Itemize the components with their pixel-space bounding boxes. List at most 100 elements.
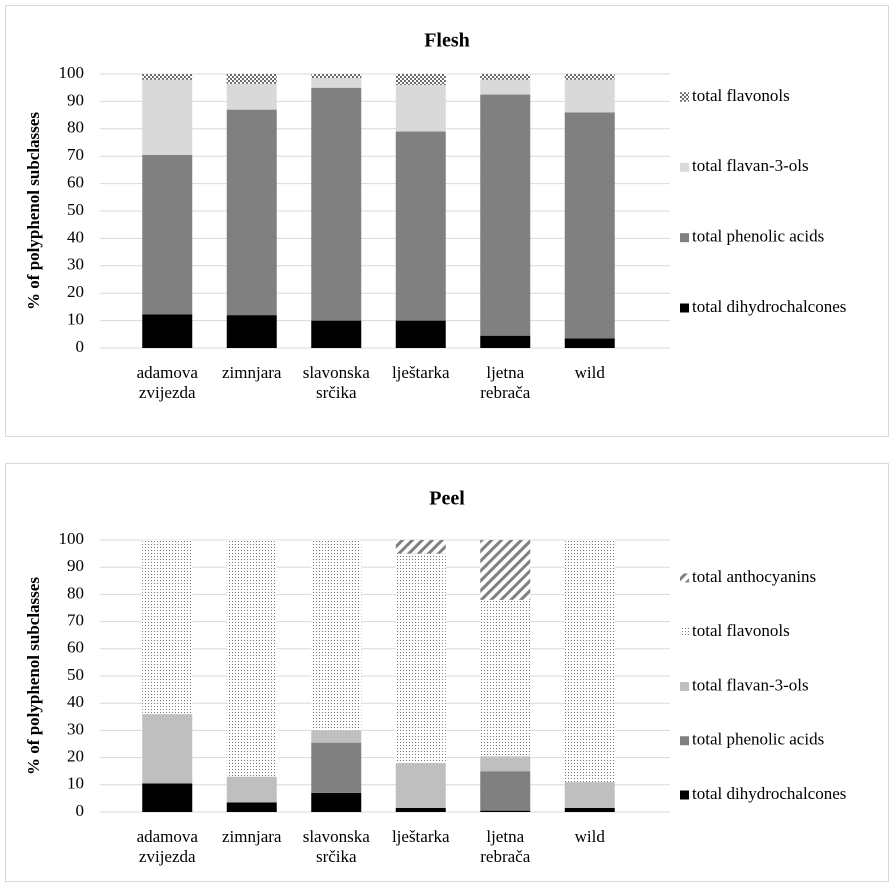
y-tick-label: 80 (67, 583, 84, 602)
bar-segment (226, 315, 277, 348)
bar-segment (142, 540, 193, 715)
y-tick-label: 40 (67, 692, 84, 711)
y-tick-label: 50 (67, 200, 84, 219)
legend-swatch (680, 682, 689, 691)
x-tick-label: slavonska srčika (303, 827, 371, 866)
y-tick-label: 80 (67, 118, 84, 137)
bar-segment (311, 792, 362, 812)
x-tick-label: slavonska srčika (303, 363, 371, 402)
y-tick-label: 30 (67, 719, 84, 738)
legend-swatch (680, 790, 689, 800)
y-axis-title: % of polyphenol subclasses (24, 577, 43, 775)
y-tick-label: 10 (67, 310, 84, 329)
legend-label: total dihydrochalcones (692, 784, 846, 803)
y-tick-label: 90 (67, 90, 84, 109)
y-tick-label: 0 (76, 801, 85, 820)
x-tick-label: wild (575, 827, 606, 846)
bar-segment (564, 540, 615, 783)
bar-segment (395, 763, 446, 808)
x-tick-label: ljetna rebrača (480, 363, 530, 402)
y-tick-label: 40 (67, 227, 84, 246)
bar-segment (564, 807, 615, 812)
y-tick-label: 20 (67, 747, 84, 766)
bar-segment (142, 79, 193, 155)
bar-segment (142, 154, 193, 315)
bar-segment (311, 87, 362, 321)
x-tick-label: adamova zvijezda (137, 827, 199, 866)
y-tick-label: 70 (67, 611, 84, 630)
legend-swatch (680, 736, 689, 746)
bar-segment (311, 74, 362, 79)
legend-swatch (680, 627, 689, 637)
bar-segment (395, 807, 446, 812)
legend-swatch (680, 303, 689, 313)
legend-label: total anthocyanins (692, 567, 816, 586)
x-tick-label: wild (575, 363, 606, 382)
bar-segment (226, 109, 277, 316)
y-tick-label: 10 (67, 774, 84, 793)
bar-segment (226, 83, 277, 110)
legend-label: total phenolic acids (692, 730, 824, 749)
y-tick-label: 0 (76, 337, 85, 356)
bar-segment (480, 79, 531, 95)
bar-segment (480, 74, 531, 80)
bar-segment (564, 112, 615, 339)
panel (5, 463, 889, 882)
y-tick-label: 100 (59, 529, 85, 548)
bar-segment (395, 553, 446, 764)
x-tick-label: lještarka (392, 363, 450, 382)
legend-swatch (680, 162, 689, 172)
bar-segment (395, 74, 446, 85)
bar-segment (564, 338, 615, 348)
y-tick-label: 70 (67, 145, 84, 164)
bar-segment (395, 320, 446, 348)
y-axis-title: % of polyphenol subclasses (24, 112, 43, 310)
bar-segment (480, 771, 531, 811)
x-tick-label: zimnjara (222, 827, 282, 846)
bar-segment (226, 776, 277, 803)
bar-segment (142, 714, 193, 784)
legend-label: total flavan-3-ols (692, 675, 809, 694)
bar-segment (311, 540, 362, 731)
legend-swatch (680, 573, 689, 583)
bar-segment (142, 783, 193, 812)
y-tick-label: 60 (67, 638, 84, 657)
x-tick-label: lještarka (392, 827, 450, 846)
legend-label: total dihydrochalcones (692, 297, 846, 316)
bar-segment (480, 94, 531, 336)
y-tick-label: 30 (67, 255, 84, 274)
y-tick-label: 100 (59, 63, 85, 82)
legend-label: total flavonols (692, 621, 790, 640)
x-tick-label: zimnjara (222, 363, 282, 382)
y-tick-label: 90 (67, 556, 84, 575)
bar-segment (311, 742, 362, 793)
bar-segment (395, 540, 446, 554)
bar-segment (480, 599, 531, 757)
bar-segment (226, 802, 277, 812)
chart-title: Peel (429, 488, 465, 510)
bar-segment (480, 756, 531, 772)
y-tick-label: 20 (67, 282, 84, 301)
bar-segment (395, 84, 446, 132)
bar-segment (564, 74, 615, 80)
legend-label: total phenolic acids (692, 227, 824, 246)
bar-segment (311, 730, 362, 743)
y-tick-label: 60 (67, 173, 84, 192)
y-tick-label: 50 (67, 665, 84, 684)
bar-segment (480, 335, 531, 348)
legend-label: total flavan-3-ols (692, 156, 809, 175)
bar-segment (142, 74, 193, 80)
x-tick-label: ljetna rebrača (480, 827, 530, 866)
bar-segment (311, 78, 362, 88)
legend-label: total flavonols (692, 86, 790, 105)
bar-segment (480, 810, 531, 812)
x-tick-label: adamova zvijezda (137, 363, 199, 402)
bar-segment (564, 782, 615, 808)
bar-segment (226, 540, 277, 777)
bar-segment (564, 79, 615, 113)
bar-segment (142, 314, 193, 348)
legend-swatch (680, 233, 689, 243)
bar-segment (311, 320, 362, 348)
